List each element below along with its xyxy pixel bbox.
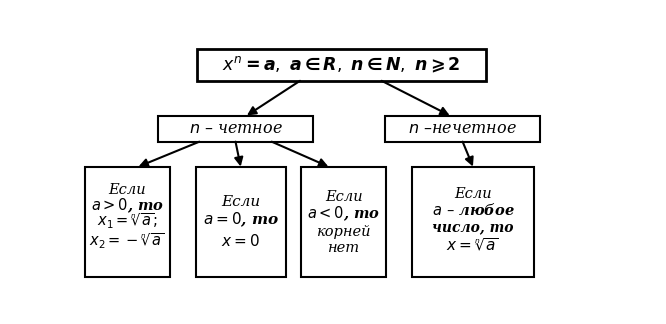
Text: $x = 0$: $x = 0$ <box>221 233 260 249</box>
Text: Если: Если <box>221 195 260 209</box>
FancyBboxPatch shape <box>85 168 170 277</box>
Text: $a > 0$, то: $a > 0$, то <box>91 197 164 215</box>
FancyBboxPatch shape <box>385 116 540 142</box>
FancyBboxPatch shape <box>158 116 313 142</box>
Text: $x_1 = \sqrt[n]{a};$: $x_1 = \sqrt[n]{a};$ <box>97 211 158 231</box>
Text: $x_2 = -\sqrt[n]{a}$: $x_2 = -\sqrt[n]{a}$ <box>89 231 165 251</box>
Text: $a = 0$, то: $a = 0$, то <box>202 211 279 229</box>
FancyBboxPatch shape <box>196 168 286 277</box>
Text: $x = \sqrt[n]{a}$: $x = \sqrt[n]{a}$ <box>446 236 500 253</box>
Text: Если: Если <box>109 183 146 197</box>
Text: число, то: число, то <box>432 220 513 234</box>
FancyBboxPatch shape <box>301 168 386 277</box>
Text: Если: Если <box>325 190 363 204</box>
FancyBboxPatch shape <box>197 49 486 81</box>
Text: $n$ –нечетное: $n$ –нечетное <box>408 120 517 137</box>
Text: $n$ – четное: $n$ – четное <box>188 120 282 137</box>
Text: корней: корней <box>316 225 371 239</box>
Text: Если: Если <box>454 187 492 201</box>
Text: $\boldsymbol{x^n = a,\ a \in R,\ n \in N,\ n \geqslant 2}$: $\boldsymbol{x^n = a,\ a \in R,\ n \in N… <box>222 55 461 75</box>
FancyBboxPatch shape <box>412 168 533 277</box>
Text: нет: нет <box>328 241 360 255</box>
Text: $a < 0$, то: $a < 0$, то <box>307 204 380 223</box>
Text: $a$ – любое: $a$ – любое <box>432 202 514 218</box>
